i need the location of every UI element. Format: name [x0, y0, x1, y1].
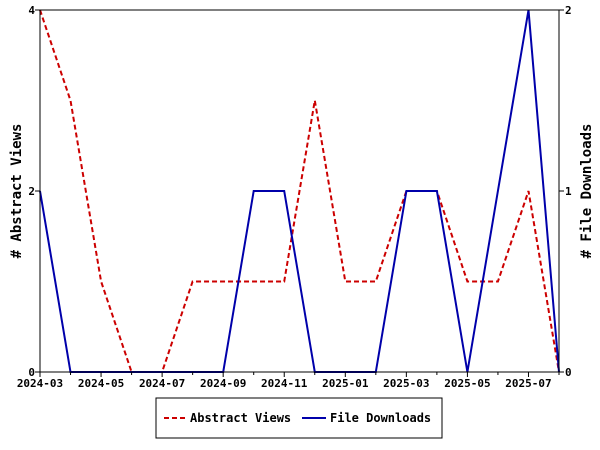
- legend-label-file-downloads: File Downloads: [330, 411, 431, 425]
- y2-tick-label: 1: [565, 185, 572, 198]
- axes: 2024-03 2024-05 2024-07 2024-09 2024-11 2025-…: [17, 4, 572, 390]
- y2-tick-label: 2: [565, 4, 572, 17]
- x-tick-label: 2024-09: [200, 377, 246, 390]
- x-tick-label: 2024-11: [261, 377, 308, 390]
- x-tick-label: 2025-07: [505, 377, 551, 390]
- legend-box: [155, 397, 443, 439]
- x-tick-label: 2024-05: [78, 377, 124, 390]
- y-axis-label: # Abstract Views: [9, 124, 25, 259]
- legend-label-abstract-views: Abstract Views: [190, 411, 291, 425]
- legend: Abstract Views File Downloads: [155, 397, 443, 439]
- y-tick-label: 0: [28, 366, 35, 379]
- plot-area: [39, 9, 560, 373]
- x-tick-label: 2025-01: [322, 377, 369, 390]
- series-line-abstract-views: [39, 9, 560, 373]
- y-tick-label: 2: [28, 185, 35, 198]
- x-tick-label: 2024-07: [139, 377, 185, 390]
- x-tick-label: 2025-03: [383, 377, 429, 390]
- y-tick-label: 4: [28, 4, 35, 17]
- x-tick-label: 2025-05: [444, 377, 490, 390]
- y2-tick-label: 0: [565, 366, 572, 379]
- y2-axis-label: # File Downloads: [579, 124, 595, 259]
- x-tick-label: 2024-03: [17, 377, 63, 390]
